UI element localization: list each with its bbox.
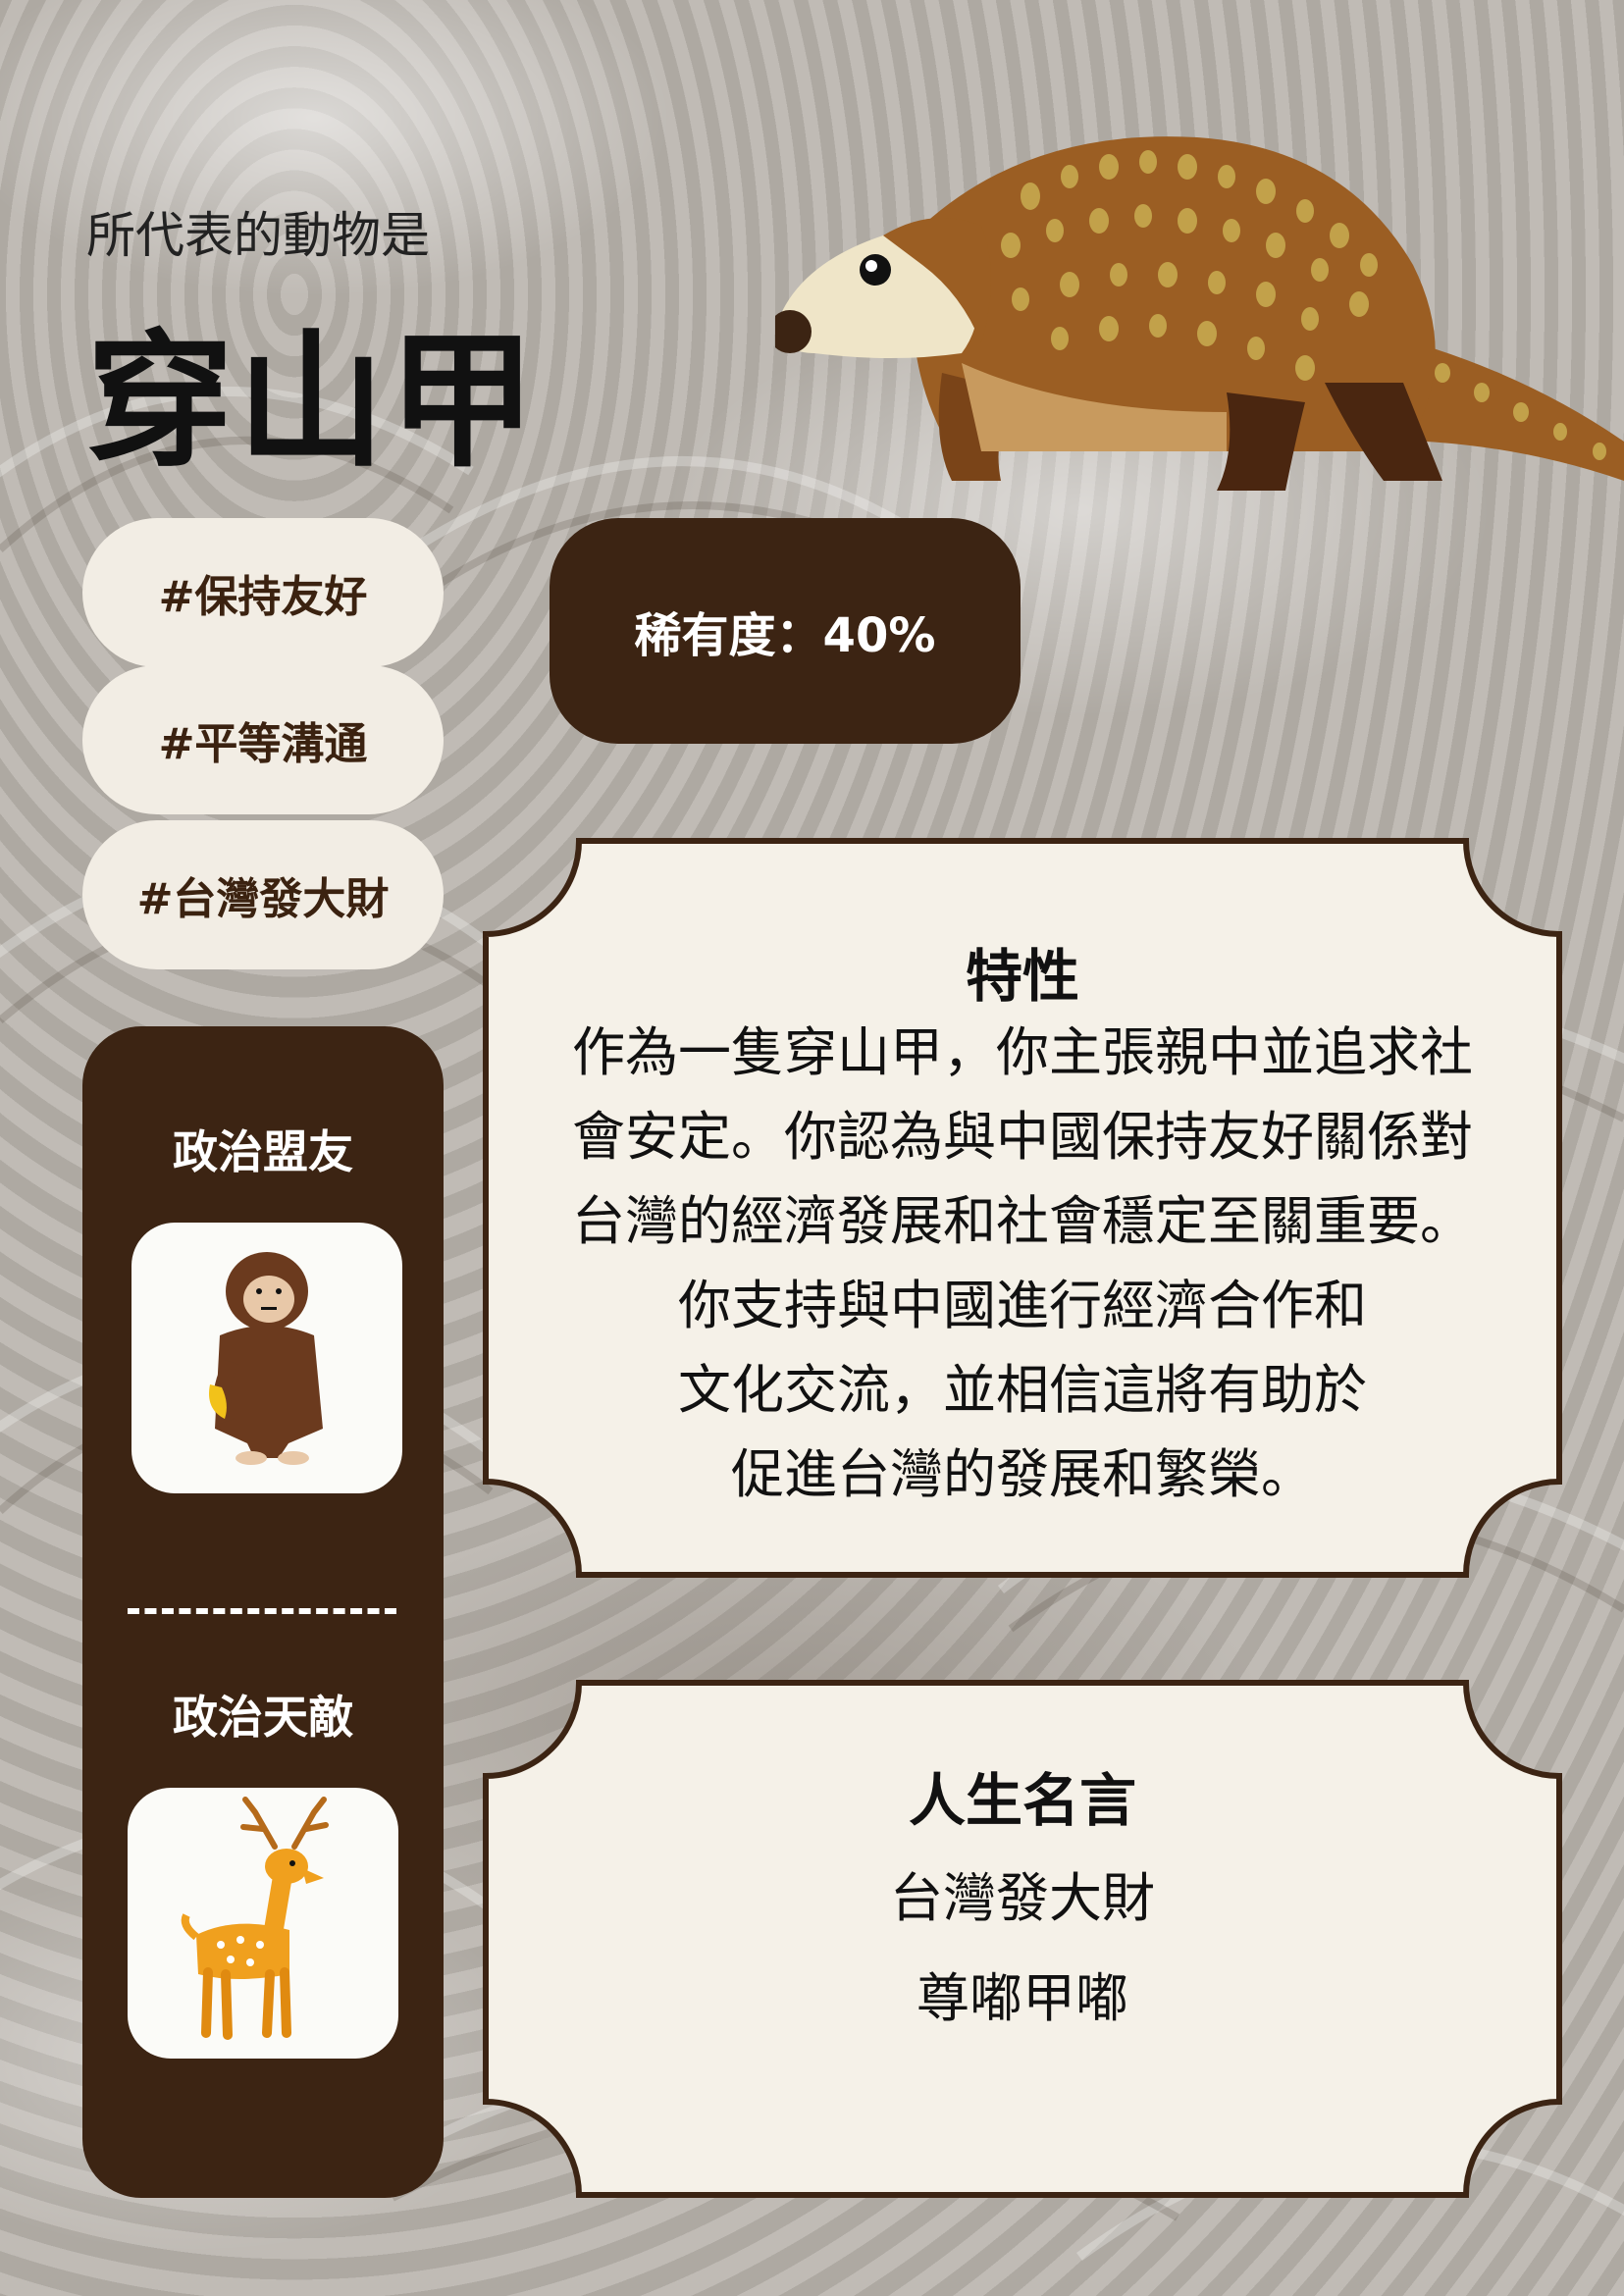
traits-title: 特性 <box>965 943 1079 1010</box>
motto-line: 尊嘟甲嘟 <box>917 1967 1128 2029</box>
motto-line: 台灣發大財 <box>890 1867 1155 1929</box>
divider <box>128 1608 396 1614</box>
intro-text: 所代表的動物是 <box>86 207 430 264</box>
relations-sidebar: 政治盟友 政治天敵 <box>82 1026 444 2198</box>
traits-frame <box>483 838 1562 1578</box>
traits-line: 促進台灣的發展和繁榮。 <box>731 1443 1314 1505</box>
motto-panel: 人生名言 台灣發大財 尊嘟甲嘟 <box>481 1678 1564 2200</box>
enemy-label: 政治天敵 <box>173 1691 353 1744</box>
tag-taiwan-prosperity: #台灣發大財 <box>82 820 444 969</box>
enemy-card <box>128 1788 398 2059</box>
traits-line: 你支持與中國進行經濟合作和 <box>678 1275 1367 1336</box>
deer-icon <box>181 1797 329 2040</box>
rarity-badge: 稀有度：40% <box>550 518 1021 744</box>
monkey-icon <box>209 1252 323 1465</box>
traits-line: 會安定。你認為與中國保持友好關係對 <box>572 1106 1473 1168</box>
motto-frame <box>483 1680 1562 2198</box>
traits-description: 作為一隻穿山甲，你主張親中並追求社 會安定。你認為與中國保持友好關係對 台灣的經… <box>510 1011 1535 1517</box>
animal-name-title: 穿山甲 <box>86 317 541 488</box>
traits-line: 作為一隻穿山甲，你主張親中並追求社 <box>572 1021 1473 1083</box>
traits-line: 台灣的經濟發展和社會穩定至關重要。 <box>572 1190 1473 1252</box>
ally-label: 政治盟友 <box>173 1125 353 1178</box>
traits-line: 文化交流，並相信這將有助於 <box>678 1359 1367 1421</box>
pangolin-icon <box>775 136 1624 491</box>
tag-friendly: #保持友好 <box>82 518 444 667</box>
ally-card <box>131 1223 402 1493</box>
tag-equal-communication: #平等溝通 <box>82 665 444 814</box>
motto-title: 人生名言 <box>908 1767 1136 1834</box>
traits-panel: 特性 作為一隻穿山甲，你主張親中並追求社 會安定。你認為與中國保持友好關係對 台… <box>481 836 1564 1580</box>
